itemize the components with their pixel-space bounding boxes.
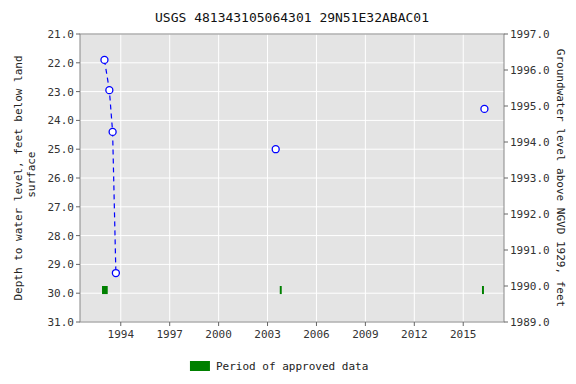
x-tick-label: 1997 (156, 328, 183, 341)
x-tick-label: 2000 (205, 328, 232, 341)
x-tick-label: 2009 (352, 328, 379, 341)
y2-tick (504, 214, 508, 215)
x-tick (169, 322, 170, 326)
y2-tick-label: 1994.0 (510, 136, 550, 149)
grid-line (80, 62, 504, 63)
data-point (101, 56, 108, 63)
y-axis-label: Depth to water level, feet below land su… (12, 55, 38, 300)
y2-tick (504, 286, 508, 287)
y-tick (76, 293, 80, 294)
x-tick-label: 2003 (254, 328, 281, 341)
x-tick (218, 322, 219, 326)
plot-background (80, 34, 504, 322)
y2-tick (504, 106, 508, 107)
grid-line (80, 264, 504, 265)
y-tick (76, 322, 80, 323)
approved-period-bar (482, 286, 484, 294)
y-axis-label-line: surface (25, 152, 38, 205)
data-point (481, 105, 488, 112)
y2-tick (504, 142, 508, 143)
marks (101, 56, 488, 294)
y2-tick (504, 70, 508, 71)
data-point (112, 270, 119, 277)
y-tick-label: 21.0 (48, 28, 75, 41)
y-tick-label: 29.0 (48, 258, 75, 271)
x-tick (414, 322, 415, 326)
y-tick-label: 25.0 (48, 143, 75, 156)
y-tick (76, 264, 80, 265)
y-tick (76, 91, 80, 92)
y2-tick-label: 1997.0 (510, 28, 550, 41)
grid-line (80, 235, 504, 236)
y-tick-label: 27.0 (48, 201, 75, 214)
x-tick-label: 2006 (303, 328, 330, 341)
y-tick-label: 30.0 (48, 287, 75, 300)
y-tick (76, 178, 80, 179)
legend-swatch (190, 361, 210, 371)
grid-line (80, 120, 504, 121)
y2-tick-label: 1991.0 (510, 244, 550, 257)
y2-tick (504, 34, 508, 35)
y2-tick-label: 1989.0 (510, 316, 550, 329)
title: USGS 481343105064301 29N51E32ABAC01 (155, 10, 429, 25)
y-tick (76, 206, 80, 207)
y-tick-label: 23.0 (48, 86, 75, 99)
grid-line (80, 91, 504, 92)
x-tick (120, 322, 121, 326)
y-tick-label: 28.0 (48, 230, 75, 243)
data-point (272, 146, 279, 153)
grid-line (80, 206, 504, 207)
y2-tick-label: 1995.0 (510, 100, 550, 113)
y-tick-label: 24.0 (48, 114, 75, 127)
legend: Period of approved data (190, 360, 368, 373)
y-tick (76, 34, 80, 35)
grid-line (80, 178, 504, 179)
y2-tick (504, 322, 508, 323)
y2-tick-label: 1996.0 (510, 64, 550, 77)
x-tick-label: 1994 (108, 328, 135, 341)
y-tick-label: 22.0 (48, 57, 75, 70)
data-point (109, 128, 116, 135)
x-tick (463, 322, 464, 326)
cluster-line (104, 60, 115, 273)
y-axis-label-line: Depth to water level, feet below land (12, 55, 25, 300)
x-tick (267, 322, 268, 326)
grid-line (80, 293, 504, 294)
y-tick (76, 120, 80, 121)
plot-frame (80, 34, 504, 322)
y-tick-label: 31.0 (48, 316, 75, 329)
y2-tick-label: 1992.0 (510, 208, 550, 221)
legend-label: Period of approved data (216, 360, 368, 373)
y-tick-label: 26.0 (48, 172, 75, 185)
approved-period-bar (102, 286, 108, 294)
y-tick (76, 62, 80, 63)
y2-tick-label: 1993.0 (510, 172, 550, 185)
y2-axis-label: Groundwater level above NGVD 1929, feet (554, 49, 567, 307)
y-tick (76, 235, 80, 236)
y2-tick (504, 250, 508, 251)
grid-line (80, 149, 504, 150)
y2-tick (504, 178, 508, 179)
data-point (106, 87, 113, 94)
y-tick (76, 149, 80, 150)
chart: 1994 1997 2000 2003 2006 2009 2012 2015 21.0 22.0… (0, 0, 576, 384)
approved-period-bar (280, 286, 282, 294)
x-tick (365, 322, 366, 326)
x-tick (316, 322, 317, 326)
x-tick-label: 2015 (450, 328, 477, 341)
x-tick-label: 2012 (401, 328, 428, 341)
y2-tick-label: 1990.0 (510, 280, 550, 293)
